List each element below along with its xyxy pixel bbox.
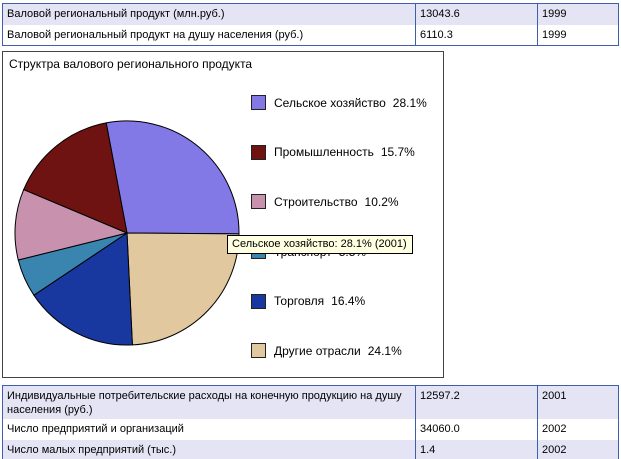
table-row[interactable]: Валовой региональный продукт на душу нас… [2, 24, 619, 46]
metric-year: 1999 [537, 24, 619, 46]
chart-title: Структра валового регионального продукта [9, 57, 253, 71]
metric-label: Число предприятий и организаций [2, 419, 416, 440]
metric-year: 2001 [537, 385, 619, 419]
legend-item-agriculture[interactable]: Сельское хозяйство 28.1% [251, 78, 437, 128]
metric-value: 12597.2 [415, 385, 538, 419]
table-row[interactable]: Число предприятий и организаций 34060.0 … [2, 419, 619, 440]
legend-label: Сельское хозяйство 28.1% [274, 95, 427, 110]
legend-label: Строительство 10.2% [274, 194, 399, 209]
table-row[interactable]: Число малых предприятий (тыс.) 1.4 2002 [2, 440, 619, 459]
metric-value: 1.4 [415, 440, 538, 459]
pie-slice-5[interactable] [126, 232, 240, 346]
legend-item-trade[interactable]: Торговля 16.4% [251, 276, 437, 326]
pie-chart [14, 120, 240, 346]
pie-slice-1[interactable] [23, 122, 128, 234]
legend-item-construction[interactable]: Строительство 10.2% [251, 177, 437, 227]
legend-swatch [251, 95, 266, 111]
metric-label: Валовой региональный продукт на душу нас… [2, 24, 416, 46]
metric-year: 2002 [537, 419, 619, 440]
legend-swatch [251, 144, 266, 160]
legend-item-other[interactable]: Другие отрасли 24.1% [251, 326, 437, 376]
legend-swatch [251, 194, 266, 210]
top-indicators-table: Валовой региональный продукт (млн.руб.) … [2, 3, 619, 46]
metric-year: 2002 [537, 440, 619, 459]
legend-label: Торговля 16.4% [274, 294, 366, 309]
metric-value: 34060.0 [415, 419, 538, 440]
chart-panel: Структра валового регионального продукта… [2, 51, 444, 378]
metric-value: 13043.6 [415, 3, 538, 25]
chart-tooltip: Сельское хозяйство: 28.1% (2001) [227, 235, 413, 254]
chart-legend: Сельское хозяйство 28.1% Промышленность 15… [251, 78, 437, 376]
pie-slice-2[interactable] [14, 188, 129, 261]
legend-swatch [251, 343, 266, 359]
legend-swatch [251, 293, 266, 309]
bottom-indicators-table: Индивидуальные потребительские расходы н… [2, 385, 619, 459]
metric-year: 1999 [537, 3, 619, 25]
legend-label: Промышленность 15.7% [274, 145, 415, 160]
metric-label: Валовой региональный продукт (млн.руб.) [2, 3, 416, 25]
metric-label: Индивидуальные потребительские расходы н… [2, 385, 416, 419]
legend-label: Другие отрасли 24.1% [274, 343, 402, 358]
table-row[interactable]: Индивидуальные потребительские расходы н… [2, 385, 619, 419]
metric-value: 6110.3 [415, 24, 538, 46]
pie-slice-0[interactable] [105, 120, 240, 235]
metric-label: Число малых предприятий (тыс.) [2, 440, 416, 459]
legend-item-industry[interactable]: Промышленность 15.7% [251, 128, 437, 178]
table-row[interactable]: Валовой региональный продукт (млн.руб.) … [2, 3, 619, 25]
pie-slice-4[interactable] [33, 232, 133, 346]
